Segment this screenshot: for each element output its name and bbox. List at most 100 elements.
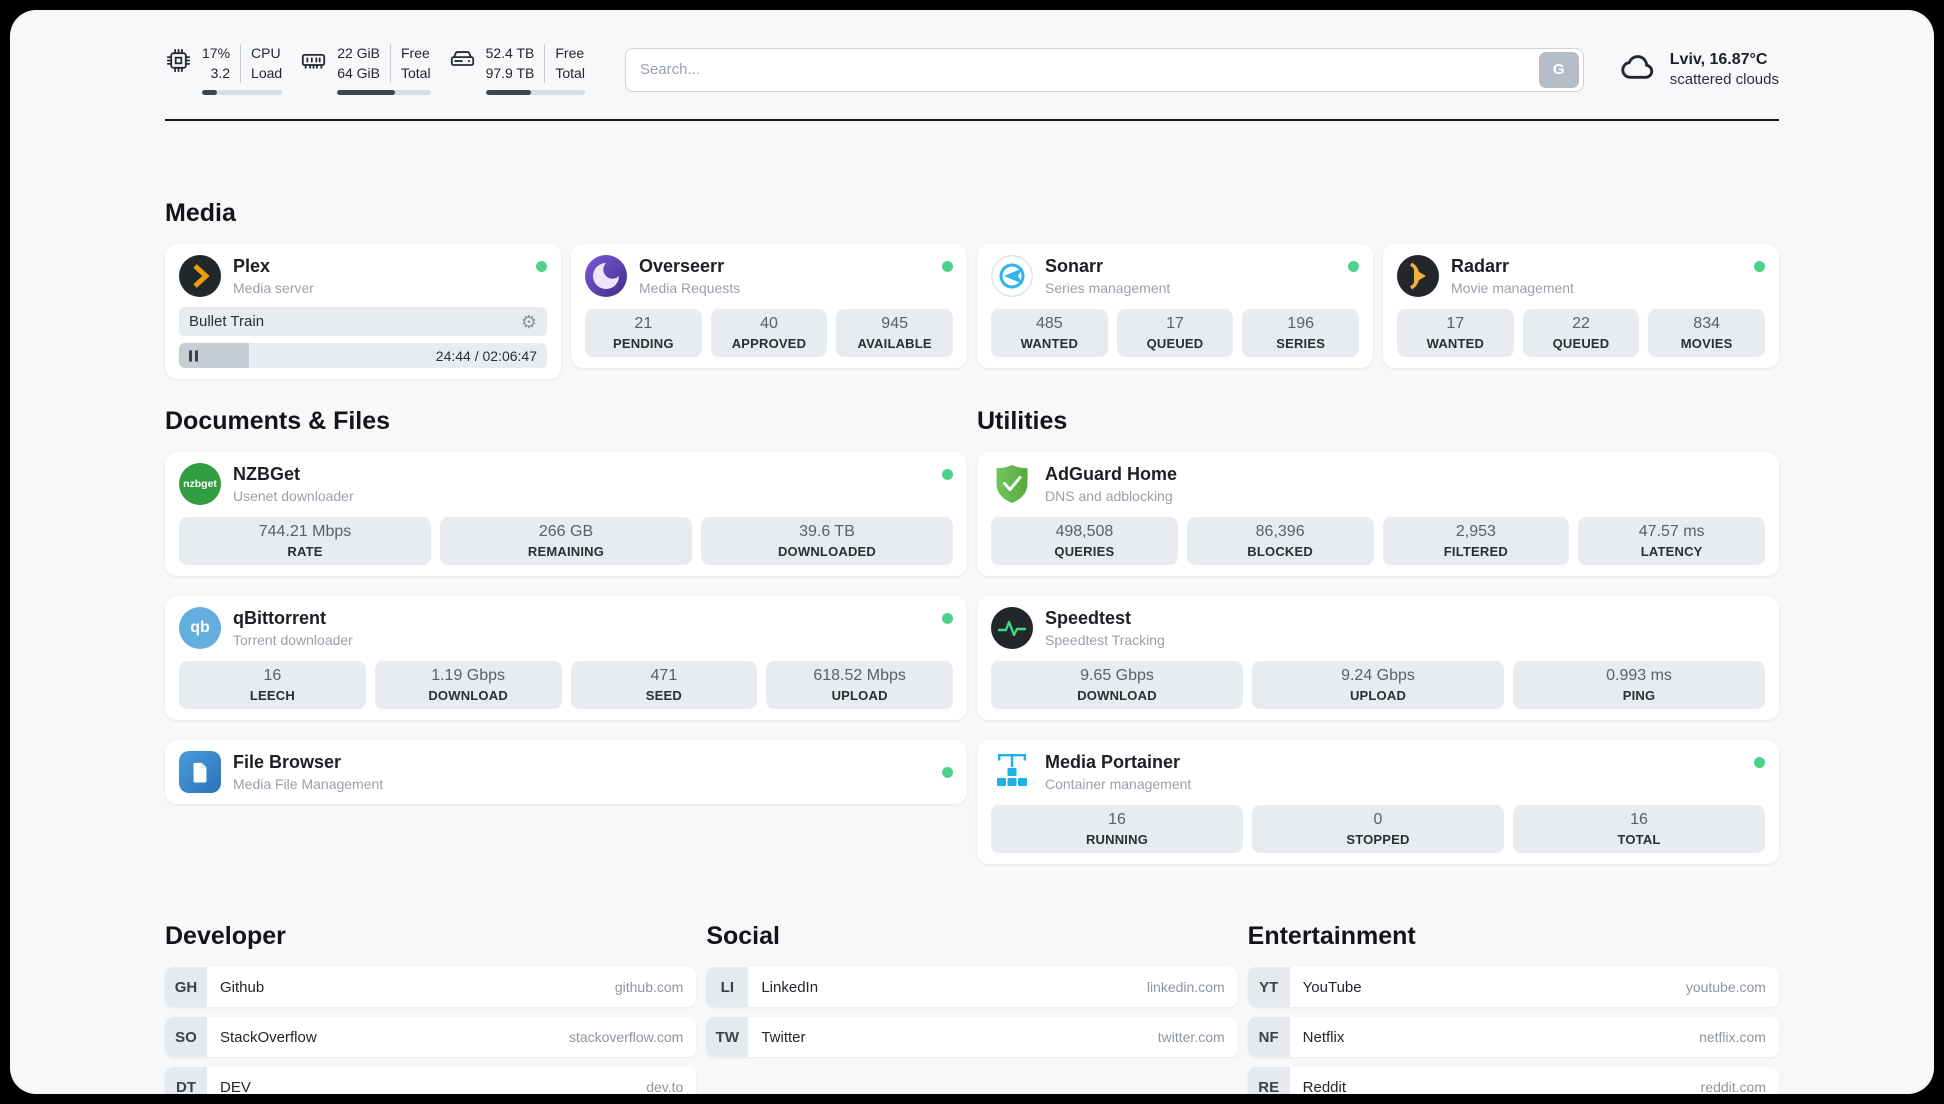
disk-total-label: Total: [555, 64, 585, 81]
portainer-icon: [991, 751, 1033, 793]
stat-box: 21 PENDING: [585, 309, 702, 358]
stat-box: 40 APPROVED: [710, 309, 828, 358]
section-social: Social LI LinkedIn linkedin.com TW Twitt…: [706, 922, 1238, 1058]
section-title-entertainment: Entertainment: [1247, 922, 1416, 951]
ram-progress-bar: [337, 90, 431, 96]
section-documents: Documents & Files nzbget NZBGet Usenet d…: [165, 407, 967, 805]
app-card-filebrowser[interactable]: File Browser Media File Management: [165, 740, 967, 805]
app-subtitle: Series management: [1045, 280, 1171, 297]
app-card-nzbget[interactable]: nzbget NZBGet Usenet downloader 744.21 M…: [165, 452, 967, 577]
stat-box: 16 LEECH: [179, 661, 366, 710]
bookmark-dev[interactable]: DT DEV dev.to: [165, 1067, 697, 1094]
bookmark-abbr: LI: [706, 967, 749, 1008]
bookmark-name: Netflix: [1302, 1028, 1345, 1046]
radarr-icon: [1397, 255, 1439, 298]
search-input[interactable]: [639, 61, 1539, 79]
app-subtitle: Movie management: [1451, 280, 1574, 297]
stat-box: 0 STOPPED: [1252, 805, 1504, 854]
stat-box: 16 RUNNING: [991, 805, 1243, 854]
ram-icon: [300, 47, 327, 79]
app-card-qbittorrent[interactable]: qb qBittorrent Torrent downloader 16: [165, 596, 967, 721]
bookmark-domain: github.com: [614, 979, 684, 996]
status-dot: [942, 469, 953, 481]
bookmark-domain: linkedin.com: [1146, 979, 1225, 996]
status-dot: [1754, 261, 1765, 273]
disk-widget: 52.4 TB 97.9 TB Free Total: [449, 44, 585, 96]
section-utilities: Utilities AdGuard Home DNS and adblockin…: [977, 407, 1779, 865]
stat-box: 9.24 Gbps UPLOAD: [1252, 661, 1504, 710]
cpu-usage-value: 17%: [202, 45, 231, 61]
app-name: Plex: [233, 256, 271, 277]
stat-box: 22 QUEUED: [1522, 309, 1640, 358]
now-playing-title: Bullet Train: [189, 313, 265, 331]
stat-box: 17 WANTED: [1397, 309, 1514, 358]
status-dot: [1348, 261, 1359, 273]
weather-location: Lviv, 16.87°C: [1669, 51, 1768, 69]
app-card-radarr[interactable]: Radarr Movie management 17 WANTED 22 QUE…: [1383, 244, 1779, 369]
app-subtitle: DNS and adblocking: [1045, 488, 1173, 505]
app-subtitle: Usenet downloader: [233, 488, 354, 505]
status-dot: [1754, 757, 1765, 769]
playback-time: 24:44 / 02:06:47: [435, 347, 537, 364]
bookmark-twitter[interactable]: TW Twitter twitter.com: [706, 1017, 1238, 1058]
bookmark-github[interactable]: GH Github github.com: [165, 967, 697, 1008]
app-name: Speedtest: [1045, 608, 1132, 629]
bookmark-domain: reddit.com: [1700, 1079, 1766, 1094]
section-developer: Developer GH Github github.com SO StackO…: [165, 922, 697, 1094]
bookmark-reddit[interactable]: RE Reddit reddit.com: [1247, 1067, 1779, 1094]
disk-total-value: 97.9 TB: [485, 64, 535, 81]
section-entertainment: Entertainment YT YouTube youtube.com NF …: [1247, 922, 1779, 1094]
speedtest-icon: [991, 607, 1033, 650]
nzbget-icon: nzbget: [179, 463, 221, 506]
bookmark-name: Twitter: [761, 1028, 806, 1046]
ram-total-label: Total: [401, 64, 431, 81]
filebrowser-icon: [179, 751, 221, 794]
bookmark-linkedin[interactable]: LI LinkedIn linkedin.com: [706, 967, 1238, 1008]
bookmark-youtube[interactable]: YT YouTube youtube.com: [1247, 967, 1779, 1008]
bookmark-stackoverflow[interactable]: SO StackOverflow stackoverflow.com: [165, 1017, 697, 1058]
app-subtitle: Container management: [1045, 776, 1192, 793]
app-card-plex[interactable]: Plex Media server Bullet Train ⚙ 24:44 /…: [165, 244, 561, 380]
section-title-documents: Documents & Files: [165, 407, 391, 436]
adguard-icon: [991, 463, 1033, 505]
bookmark-abbr: NF: [1247, 1017, 1290, 1058]
stat-box: 196 SERIES: [1242, 309, 1359, 358]
stat-box: 834 MOVIES: [1648, 309, 1765, 358]
bookmark-name: DEV: [220, 1078, 251, 1094]
app-name: qBittorrent: [233, 608, 326, 629]
cpu-label: CPU: [251, 45, 281, 61]
app-card-speedtest[interactable]: Speedtest Speedtest Tracking 9.65 Gbps D…: [977, 596, 1779, 721]
search-bar: G: [624, 47, 1584, 92]
bookmark-domain: youtube.com: [1685, 979, 1766, 996]
app-card-sonarr[interactable]: Sonarr Series management 485 WANTED 17 Q…: [977, 244, 1373, 369]
stat-box: 945 AVAILABLE: [836, 309, 953, 358]
disk-progress-bar: [485, 90, 585, 96]
bookmark-name: LinkedIn: [761, 978, 819, 996]
sonarr-icon: [991, 255, 1033, 298]
weather-widget: Lviv, 16.87°C scattered clouds: [1620, 48, 1779, 91]
disk-free-value: 52.4 TB: [485, 45, 535, 61]
stat-box: 39.6 TB DOWNLOADED: [701, 517, 953, 566]
status-dot: [942, 613, 953, 625]
app-name: File Browser: [233, 752, 342, 773]
bookmark-abbr: SO: [165, 1017, 207, 1058]
bookmark-abbr: RE: [1247, 1067, 1290, 1094]
stat-box: 47.57 ms LATENCY: [1578, 517, 1765, 566]
app-name: AdGuard Home: [1045, 464, 1178, 485]
bookmark-abbr: TW: [706, 1017, 749, 1058]
seek-bar[interactable]: 24:44 / 02:06:47: [179, 343, 547, 369]
stat-box: 86,396 BLOCKED: [1186, 517, 1374, 566]
stat-box: 16 TOTAL: [1513, 805, 1765, 854]
app-card-adguard[interactable]: AdGuard Home DNS and adblocking 498,508 …: [977, 452, 1779, 577]
pause-icon[interactable]: [189, 350, 198, 362]
app-subtitle: Media server: [233, 280, 314, 297]
app-card-overseerr[interactable]: Overseerr Media Requests 21 PENDING 40 A…: [571, 244, 967, 369]
status-dot: [942, 261, 953, 273]
gear-icon[interactable]: ⚙: [520, 311, 537, 332]
bookmark-netflix[interactable]: NF Netflix netflix.com: [1247, 1017, 1779, 1058]
cpu-load-label: Load: [251, 64, 283, 81]
app-subtitle: Torrent downloader: [233, 632, 353, 649]
section-media: Media Plex Media server: [165, 199, 1779, 380]
search-button[interactable]: G: [1538, 51, 1579, 88]
app-card-portainer[interactable]: Media Portainer Container management 16 …: [977, 740, 1779, 865]
